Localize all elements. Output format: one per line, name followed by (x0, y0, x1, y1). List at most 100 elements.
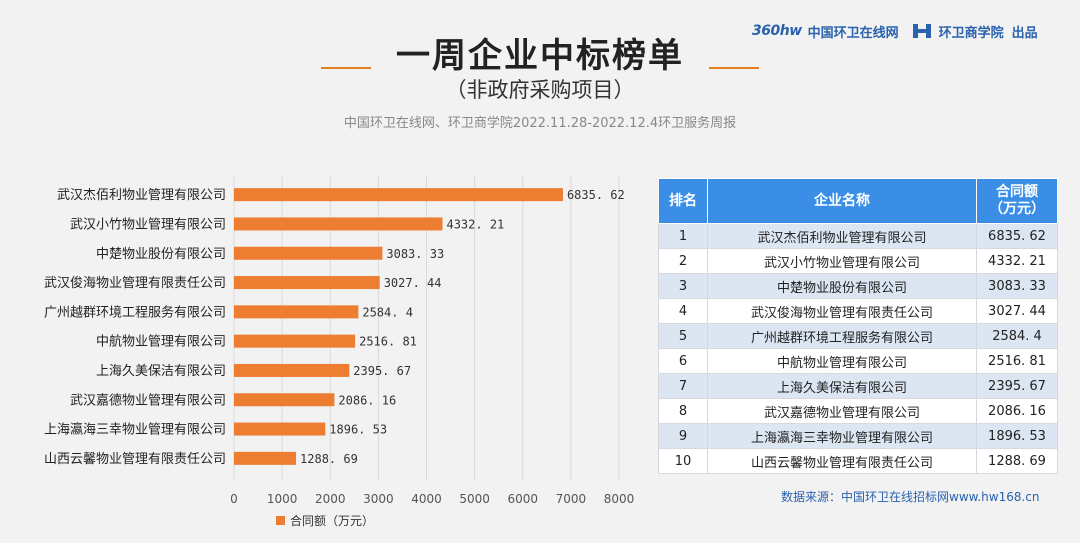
table-row: 1 武汉杰佰利物业管理有限公司 6835. 62 (658, 223, 1058, 249)
x-tick-label: 5000 (459, 492, 490, 506)
table-cell: 3027. 44 (976, 298, 1058, 324)
table-row: 10 山西云馨物业管理有限责任公司 1288. 69 (658, 448, 1058, 474)
category-label: 中航物业管理有限公司 (96, 334, 226, 350)
bar (234, 305, 359, 319)
table-cell: 1896. 53 (976, 423, 1058, 449)
data-source: 数据来源：中国环卫在线招标网www.hw168.cn (781, 490, 1040, 504)
table-cell: 上海久美保洁有限公司 (707, 373, 977, 399)
table-cell: 7 (658, 373, 708, 399)
table-cell: 1288. 69 (976, 448, 1058, 474)
table-cell: 武汉嘉德物业管理有限公司 (707, 398, 977, 424)
ranking-table: 排名 企业名称 合同额 （万元） 1 武汉杰佰利物业管理有限公司 6835. 62 2 武汉… (658, 178, 1058, 474)
table-cell: 中楚物业股份有限公司 (707, 273, 977, 299)
category-label: 武汉俊海物业管理有限责任公司 (44, 276, 226, 291)
bar (234, 246, 383, 260)
table-row: 3 中楚物业股份有限公司 3083. 33 (658, 273, 1058, 299)
brand-academy-name: 环卫商学院 (938, 25, 1004, 41)
table-cell: 5 (658, 323, 708, 349)
table-header-cell: 排名 (658, 178, 708, 224)
category-label: 武汉杰佰利物业管理有限公司 (57, 188, 226, 203)
logo-360hw: 360hw (752, 23, 802, 39)
bar (234, 422, 326, 436)
table-cell: 10 (658, 448, 708, 474)
bar-chart: 0 1000 2000 3000 4000 5000 6000 7000 8000 武汉杰佰利物业… (44, 176, 635, 506)
bar (234, 217, 443, 231)
table-row: 5 广州越群环境工程服务有限公司 2584. 4 (658, 323, 1058, 349)
table-cell: 武汉小竹物业管理有限公司 (707, 248, 977, 274)
table-cell: 3 (658, 273, 708, 299)
value-label: 1288. 69 (300, 452, 358, 466)
academy-logo-icon (912, 24, 931, 38)
value-label: 4332. 21 (446, 217, 504, 231)
table-cell: 3083. 33 (976, 273, 1058, 299)
table-cell: 8 (658, 398, 708, 424)
table-cell: 武汉杰佰利物业管理有限公司 (707, 223, 977, 249)
bar (234, 334, 356, 348)
value-label: 2395. 67 (353, 364, 411, 378)
x-tick-label: 6000 (507, 492, 538, 506)
title-deco-right (709, 67, 759, 69)
brand-publish: 出品 (1011, 25, 1038, 41)
brand-bar: 360hw 中国环卫在线网 环卫商学院 出品 (752, 18, 1070, 44)
table-cell: 广州越群环境工程服务有限公司 (707, 323, 977, 349)
table-cell: 4332. 21 (976, 248, 1058, 274)
category-label: 广州越群环境工程服务有限公司 (44, 304, 226, 320)
table-cell: 4 (658, 298, 708, 324)
table-cell: 2395. 67 (976, 373, 1058, 399)
x-tick-label: 2000 (315, 492, 346, 506)
table-row: 2 武汉小竹物业管理有限公司 4332. 21 (658, 248, 1058, 274)
table-body: 1 武汉杰佰利物业管理有限公司 6835. 62 2 武汉小竹物业管理有限公司 4332.… (658, 223, 1058, 474)
table-cell: 6835. 62 (976, 223, 1058, 249)
table-row: 7 上海久美保洁有限公司 2395. 67 (658, 373, 1058, 399)
value-label: 6835. 62 (567, 188, 625, 202)
legend-swatch (276, 516, 285, 525)
value-label: 3083. 33 (386, 247, 444, 261)
table-row: 4 武汉俊海物业管理有限责任公司 3027. 44 (658, 298, 1058, 324)
value-label: 2516. 81 (359, 335, 417, 349)
x-tick-label: 8000 (604, 492, 635, 506)
brand-site-name: 中国环卫在线网 (807, 25, 899, 41)
table-cell: 武汉俊海物业管理有限责任公司 (707, 298, 977, 324)
value-label: 2086. 16 (338, 393, 396, 407)
table-row: 6 中航物业管理有限公司 2516. 81 (658, 348, 1058, 374)
table-cell: 9 (658, 423, 708, 449)
chart-legend: 合同额（万元） (276, 512, 374, 529)
table-cell: 中航物业管理有限公司 (707, 348, 977, 374)
table-header-row: 排名 企业名称 合同额 （万元） (658, 178, 1058, 224)
value-label: 2584. 4 (362, 305, 413, 319)
title-deco-left (321, 67, 371, 69)
category-label: 上海瀛海三幸物业管理有限公司 (44, 422, 226, 438)
bar (234, 451, 297, 465)
table-row: 9 上海瀛海三幸物业管理有限公司 1896. 53 (658, 423, 1058, 449)
category-label: 武汉小竹物业管理有限公司 (70, 217, 226, 232)
x-tick-label: 3000 (363, 492, 394, 506)
bar (234, 363, 350, 377)
page-subtitle: （非政府采购项目） (445, 78, 635, 102)
x-tick-label: 7000 (556, 492, 587, 506)
table-header-cell: 企业名称 (707, 178, 977, 224)
table-cell: 2516. 81 (976, 348, 1058, 374)
category-label: 武汉嘉德物业管理有限公司 (70, 393, 226, 408)
table-cell: 2 (658, 248, 708, 274)
value-label: 1896. 53 (329, 423, 387, 437)
table-cell: 6 (658, 348, 708, 374)
page-title: 一周企业中标榜单 (396, 36, 684, 76)
x-tick-label: 0 (230, 492, 238, 506)
table-cell: 上海瀛海三幸物业管理有限公司 (707, 423, 977, 449)
value-label: 3027. 44 (384, 276, 442, 290)
legend-label: 合同额（万元） (290, 514, 375, 528)
category-label: 中楚物业股份有限公司 (96, 247, 226, 262)
table-row: 8 武汉嘉德物业管理有限公司 2086. 16 (658, 398, 1058, 424)
table-cell: 2584. 4 (976, 323, 1058, 349)
source-line: 中国环卫在线网、环卫商学院2022.11.28-2022.12.4环卫服务周报 (343, 116, 737, 131)
table-cell: 山西云馨物业管理有限责任公司 (707, 448, 977, 474)
category-label: 山西云馨物业管理有限责任公司 (44, 451, 226, 467)
bar (234, 188, 563, 202)
table-header-cell: 合同额 （万元） (976, 178, 1058, 224)
bar (234, 276, 380, 290)
x-tick-label: 4000 (411, 492, 442, 506)
table-cell: 1 (658, 223, 708, 249)
category-label: 上海久美保洁有限公司 (96, 364, 226, 379)
bar (234, 393, 335, 407)
x-tick-label: 1000 (267, 492, 298, 506)
